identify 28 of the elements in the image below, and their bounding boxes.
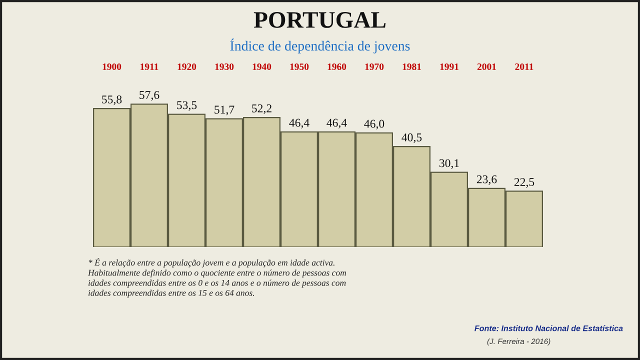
x-tick-label: 1950 <box>290 63 309 70</box>
data-label: 40,5 <box>402 133 422 144</box>
data-label: 30,1 <box>439 159 459 169</box>
x-tick-label: 1911 <box>140 63 158 70</box>
x-tick-label: 1981 <box>402 63 421 70</box>
data-label: 22,5 <box>514 178 534 188</box>
data-label: 46,4 <box>289 118 310 128</box>
x-tick-label: 1900 <box>102 63 122 70</box>
data-label: 46,0 <box>364 120 384 130</box>
text: * É a relação entre a população jovem e a população em idade activa. Habitualmente definido como o quociente entre o número de pessoas com idades compreendidas entre os 0 e os 14 anos e o número de pessoas com idades compreendidas entre os 15 e os 64 anos. <box>88 258 346 298</box>
x-tick-label: 2001 <box>477 63 496 70</box>
x-tick-label: 1930 <box>215 63 234 70</box>
data-label: 23,6 <box>476 175 497 185</box>
chart-title: PORTUGAL <box>254 12 386 28</box>
source-note: Fonte: Instituto Nacional de Estatística <box>474 325 623 332</box>
x-tick-label: 1940 <box>252 63 272 70</box>
data-label: 46,4 <box>326 118 347 128</box>
data-label: 52,2 <box>252 104 272 114</box>
chart-subtitle: Índice de dependência de jovens <box>230 38 410 54</box>
x-tick-label: 1991 <box>440 63 458 70</box>
data-label: 51,7 <box>214 106 234 116</box>
x-tick-label: 1920 <box>178 63 196 70</box>
data-label: 53,5 <box>177 101 197 111</box>
x-tick-label: 2011 <box>515 63 534 70</box>
data-label: 55,8 <box>102 95 122 106</box>
x-tick-label: 1970 <box>365 63 384 70</box>
x-tick-label: 1960 <box>328 63 346 70</box>
data-label: 57,6 <box>140 91 160 101</box>
